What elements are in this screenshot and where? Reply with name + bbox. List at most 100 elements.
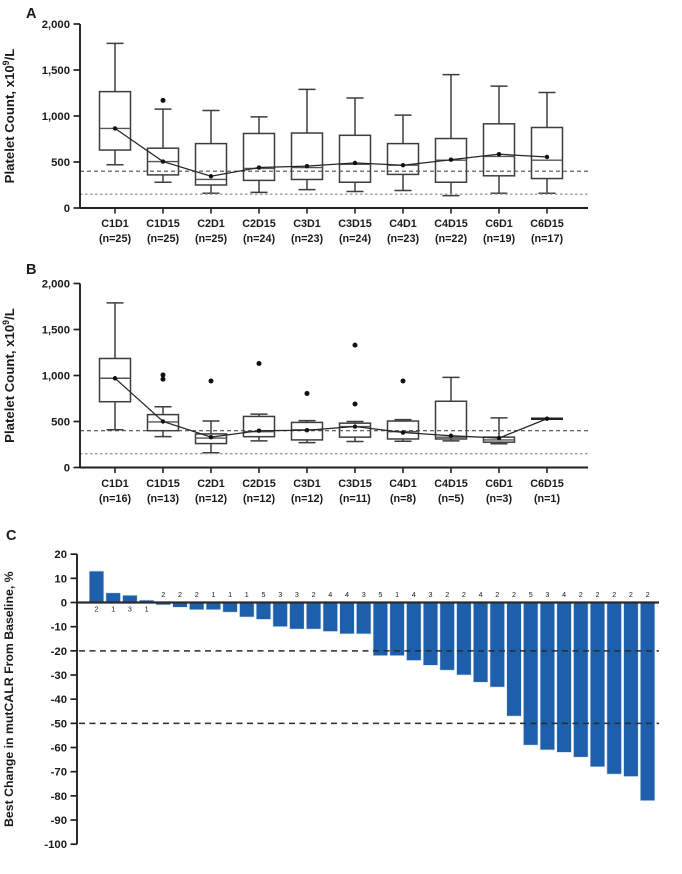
box-c1d1 <box>98 302 132 431</box>
waterfall-bar <box>606 602 622 775</box>
mean-dot <box>304 428 310 433</box>
category-label: C6D15 <box>530 218 564 230</box>
n-label: (n=5) <box>438 493 465 505</box>
n-label: (n=24) <box>243 233 276 245</box>
iqr-box <box>386 142 420 176</box>
box-c1d1 <box>98 42 132 166</box>
y-tick-label: 1,000 <box>42 371 70 383</box>
bar-count-label: 4 <box>562 590 566 599</box>
waterfall-bar <box>272 602 288 627</box>
waterfall-bar <box>356 602 372 635</box>
panel-c: C 2 1 3 1 2 2 2 1 1 1 5 3 3 2 4 4 3 5 1 4 3 2 2 4 2 2 5 3 4 2 2 2 2 2 20 10 0… <box>2 528 659 851</box>
y-tick-label: 1,000 <box>42 111 70 123</box>
panel-b-y-title: Platelet Count, x109/L <box>1 308 17 443</box>
n-label: (n=16) <box>99 493 132 505</box>
bar-count-label: 5 <box>378 590 382 599</box>
y-tick-label: 1,500 <box>42 65 70 77</box>
waterfall-bar <box>105 592 121 603</box>
mean-dot <box>304 163 310 169</box>
waterfall-bar <box>573 602 589 758</box>
n-label: (n=19) <box>483 233 516 245</box>
mean-dot <box>400 430 406 435</box>
waterfall-bar <box>88 570 105 603</box>
waterfall-bar <box>406 602 422 661</box>
y-tick-label: 2,000 <box>42 279 70 291</box>
mean-dot <box>160 419 166 424</box>
y-tick-label: -80 <box>51 791 67 803</box>
box-c2d15 <box>242 116 276 194</box>
outlier-dot <box>160 97 166 103</box>
bar-count-label: 2 <box>195 590 199 599</box>
y-tick-label: -90 <box>51 815 67 827</box>
waterfall-bar <box>422 602 439 666</box>
y-tick-label: 500 <box>51 417 70 429</box>
waterfall-bar <box>439 602 455 671</box>
bar-count-label: 2 <box>629 590 633 599</box>
waterfall-bar <box>239 602 255 618</box>
outlier-dot <box>400 378 406 384</box>
category-label: C1D15 <box>146 478 180 490</box>
bar-count-label: 3 <box>429 590 433 599</box>
waterfall-bar <box>472 602 489 683</box>
panel-a-x-axis: C1D1 (n=25) C1D15 (n=25) C2D1 (n=25) C2D15 (n=2… <box>80 207 588 245</box>
mean-dot <box>208 174 214 179</box>
n-label: (n=8) <box>390 493 417 505</box>
bar-count-label: 2 <box>495 590 499 599</box>
panel-b: B 0 500 1,000 1,500 2,000 C1D1 (n=16) C1D15 (n=13… <box>1 262 588 505</box>
waterfall-bar <box>623 602 639 777</box>
waterfall-bar <box>589 602 606 768</box>
box-c2d15 <box>242 413 276 442</box>
n-label: (n=12) <box>195 493 228 505</box>
bar-count-label: 4 <box>328 590 332 599</box>
n-label: (n=25) <box>195 233 228 245</box>
waterfall-bar <box>255 602 272 620</box>
category-label: C6D1 <box>485 218 513 230</box>
y-tick-label: -70 <box>51 767 67 779</box>
y-tick-label: 0 <box>61 598 67 610</box>
bar-count-label: 2 <box>596 590 600 599</box>
n-label: (n=22) <box>435 233 468 245</box>
n-label: (n=13) <box>147 493 180 505</box>
category-label: C3D15 <box>338 478 372 490</box>
y-tick-label: -30 <box>51 670 67 682</box>
y-tick-label: 20 <box>54 549 67 561</box>
n-label: (n=23) <box>291 233 324 245</box>
category-label: C6D15 <box>530 478 564 490</box>
waterfall-bar <box>339 602 355 635</box>
y-tick-label: -50 <box>51 718 67 730</box>
y-tick-label: 500 <box>51 157 70 169</box>
iqr-box <box>290 132 324 181</box>
mean-dot <box>256 428 262 433</box>
mean-dot <box>496 435 502 441</box>
mean-dot <box>448 157 454 162</box>
bar-count-label: 5 <box>529 590 533 599</box>
category-label: C3D15 <box>338 218 372 230</box>
box-c4d15 <box>434 376 468 442</box>
mean-dot <box>352 424 358 429</box>
mean-dot <box>208 434 214 440</box>
panel-letter-c: C <box>6 528 17 544</box>
bar-count-label: 3 <box>295 590 299 599</box>
mean-dot <box>160 159 166 164</box>
mean-dot <box>544 416 550 421</box>
category-label: C2D1 <box>197 218 225 230</box>
mean-line <box>114 127 548 177</box>
bar-count-label: 4 <box>345 590 349 599</box>
n-label: (n=3) <box>486 493 513 505</box>
category-label: C4D15 <box>434 478 468 490</box>
bar-count-label: 1 <box>245 590 249 599</box>
y-tick-label: -20 <box>51 646 67 658</box>
bar-count-label: 2 <box>161 590 165 599</box>
waterfall-bar <box>289 602 305 630</box>
panel-a-y-title: Platelet Count, x109/L <box>1 49 17 184</box>
waterfall-bar <box>389 602 405 656</box>
y-tick-label: -10 <box>51 622 67 634</box>
mean-dot <box>352 160 358 166</box>
outlier-dot <box>304 390 310 396</box>
n-label: (n=11) <box>339 493 371 505</box>
n-label: (n=12) <box>243 493 276 505</box>
iqr-box <box>242 132 276 182</box>
waterfall-bar <box>322 602 338 632</box>
